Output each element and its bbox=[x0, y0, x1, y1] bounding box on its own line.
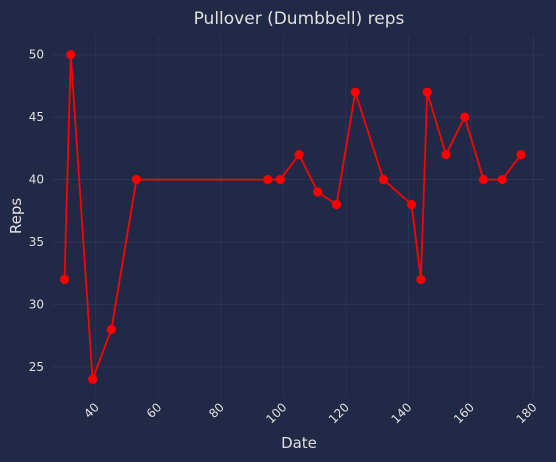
data-point bbox=[275, 174, 285, 185]
data-point bbox=[66, 50, 76, 60]
y-tick-label: 50 bbox=[29, 48, 44, 62]
y-axis-label: Reps bbox=[7, 198, 25, 234]
data-point bbox=[294, 149, 304, 160]
grid bbox=[52, 36, 546, 398]
y-tick-labels: 25 30 35 40 45 50 bbox=[29, 48, 44, 374]
y-tick-label: 25 bbox=[29, 360, 44, 374]
data-point bbox=[331, 199, 342, 210]
data-point bbox=[478, 174, 489, 185]
data-point bbox=[131, 174, 142, 185]
data-series bbox=[59, 50, 526, 384]
data-point bbox=[263, 174, 273, 185]
chart-title: Pullover (Dumbbell) reps bbox=[194, 9, 405, 29]
data-point bbox=[441, 149, 451, 160]
data-point bbox=[313, 187, 323, 197]
series-line bbox=[63, 53, 522, 381]
y-tick-label: 30 bbox=[29, 297, 44, 311]
data-point bbox=[106, 324, 117, 334]
x-axis-label: Date bbox=[281, 434, 317, 452]
data-point bbox=[350, 87, 360, 97]
data-point bbox=[416, 274, 426, 285]
data-point bbox=[59, 274, 70, 285]
data-point bbox=[378, 174, 389, 185]
data-point bbox=[406, 199, 417, 210]
y-tick-label: 40 bbox=[29, 173, 44, 187]
y-tick-label: 45 bbox=[29, 110, 44, 124]
data-point bbox=[516, 149, 526, 160]
data-point bbox=[497, 174, 507, 185]
data-point bbox=[422, 87, 432, 97]
data-point bbox=[460, 112, 470, 122]
data-point bbox=[88, 374, 98, 384]
y-tick-label: 35 bbox=[29, 235, 44, 249]
